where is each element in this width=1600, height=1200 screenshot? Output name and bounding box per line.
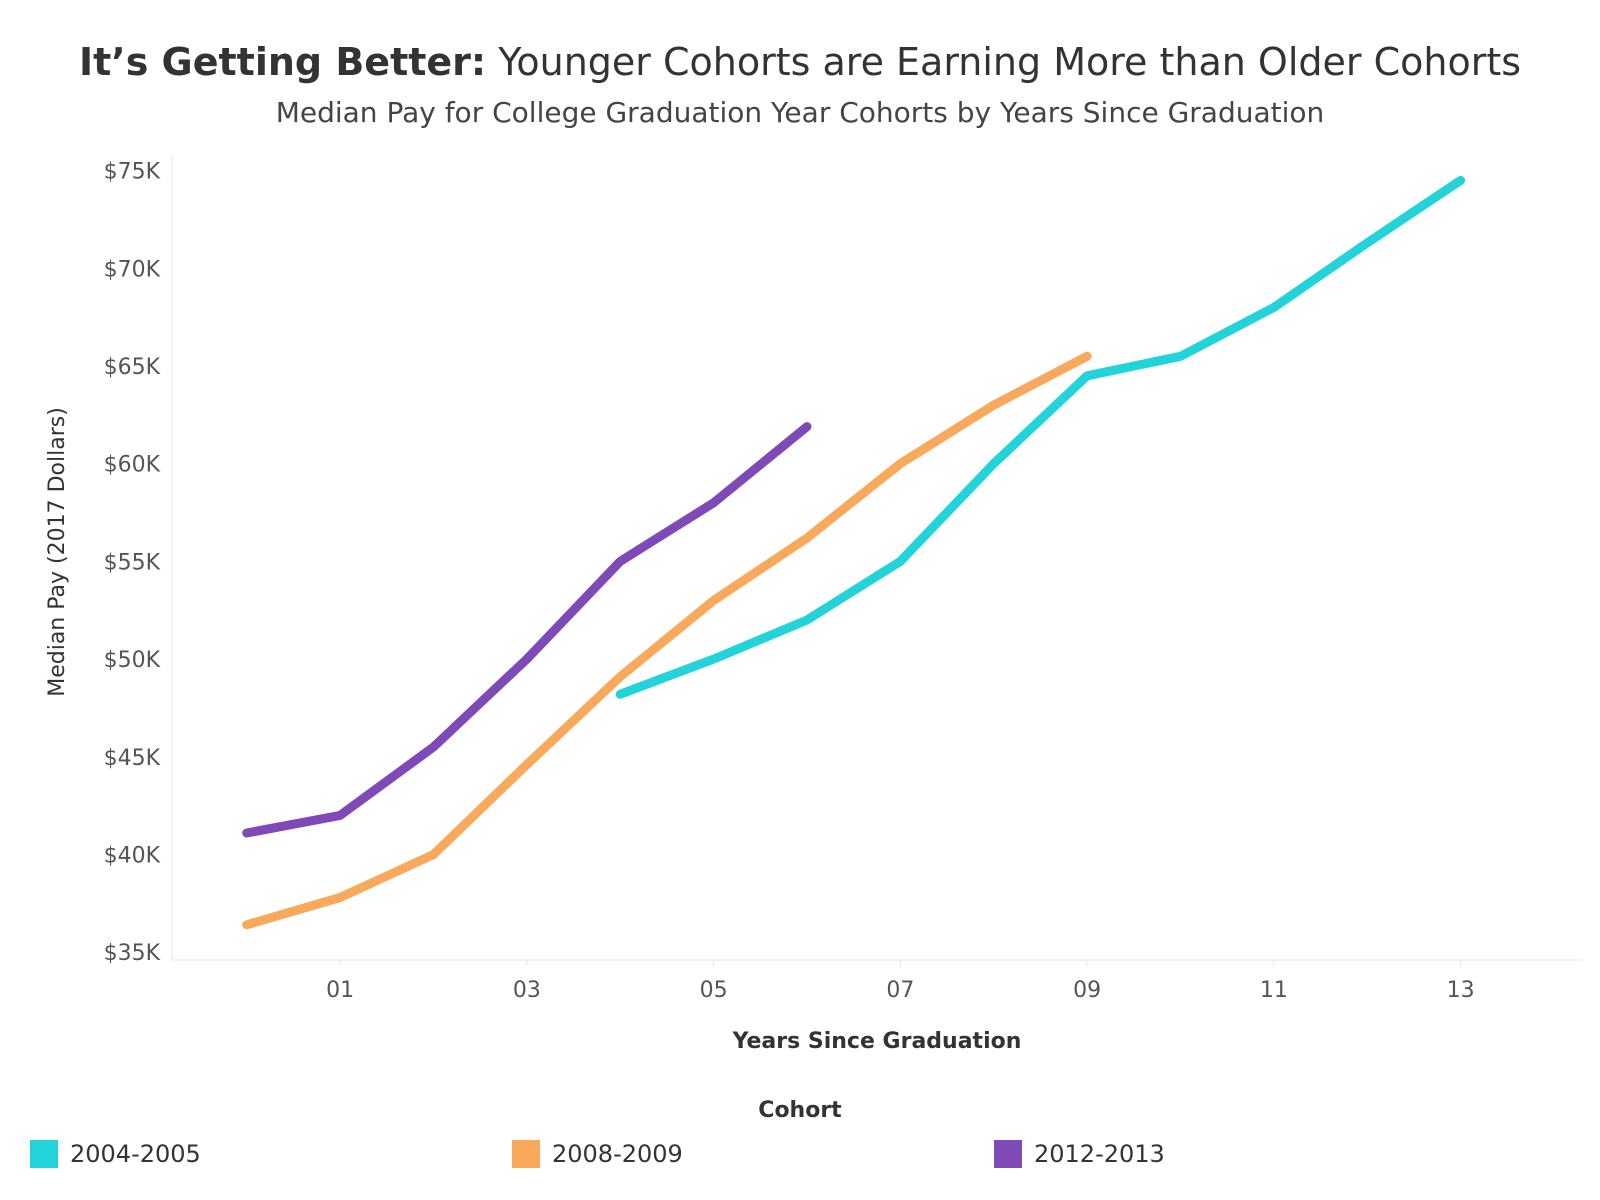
series-line-2004-2005[interactable] — [615, 175, 1466, 699]
legend-label: 2008-2009 — [552, 1140, 683, 1168]
chart-title-rest: Younger Cohorts are Earning More than Ol… — [486, 40, 1522, 84]
legend-item-2004-2005[interactable]: 2004-2005 — [30, 1138, 201, 1170]
series-line-2012-2013[interactable] — [242, 422, 812, 838]
y-axis-title: Median Pay (2017 Dollars) — [45, 407, 70, 697]
x-tick-label: 03 — [513, 978, 541, 1003]
y-tick-label: $50K — [104, 648, 161, 673]
y-tick-label: $70K — [104, 257, 161, 282]
legend-label: 2004-2005 — [70, 1140, 201, 1168]
x-tick-label: 13 — [1447, 978, 1475, 1003]
legend-swatch — [30, 1140, 58, 1168]
chart-title-bold: It’s Getting Better: — [78, 40, 487, 84]
legend-swatch — [512, 1140, 540, 1168]
chart-title: It’s Getting Better: Younger Cohorts are… — [0, 40, 1600, 84]
legend-label: 2012-2013 — [1034, 1140, 1165, 1168]
chart-subtitle: Median Pay for College Graduation Year C… — [275, 96, 1325, 129]
series-lines — [242, 175, 1466, 930]
y-tick-label: $55K — [104, 550, 161, 575]
x-axis-title: Years Since Graduation — [732, 1029, 1022, 1054]
y-tick-label: $40K — [104, 843, 161, 868]
line-chart: $35K$40K$45K$50K$55K$60K$65K$70K$75K 01 0… — [45, 155, 1582, 1054]
x-axis-ticks: 01 03 05 07 09 11 13 — [326, 960, 1475, 1003]
legend-item-2008-2009[interactable]: 2008-2009 — [512, 1138, 683, 1170]
y-tick-label: $35K — [104, 941, 161, 966]
x-tick-label: 07 — [886, 978, 914, 1003]
y-axis-ticks: $35K $40K $45K $50K $55K $60K $65K $70K $75K — [104, 160, 161, 967]
y-tick-label: $45K — [104, 746, 161, 771]
x-tick-label: 09 — [1073, 978, 1101, 1003]
x-tick-label: 01 — [326, 978, 354, 1003]
axis-lines — [171, 155, 1582, 961]
legend-title: Cohort — [758, 1098, 842, 1123]
y-tick-label: $75K — [104, 160, 161, 185]
series-line-2008-2009[interactable] — [242, 351, 1092, 930]
y-tick-label: $65K — [104, 355, 161, 380]
y-tick-label: $60K — [104, 453, 161, 478]
x-tick-label: 05 — [700, 978, 728, 1003]
legend-swatch — [994, 1140, 1022, 1168]
legend-item-2012-2013[interactable]: 2012-2013 — [994, 1138, 1165, 1170]
x-tick-label: 11 — [1260, 978, 1288, 1003]
